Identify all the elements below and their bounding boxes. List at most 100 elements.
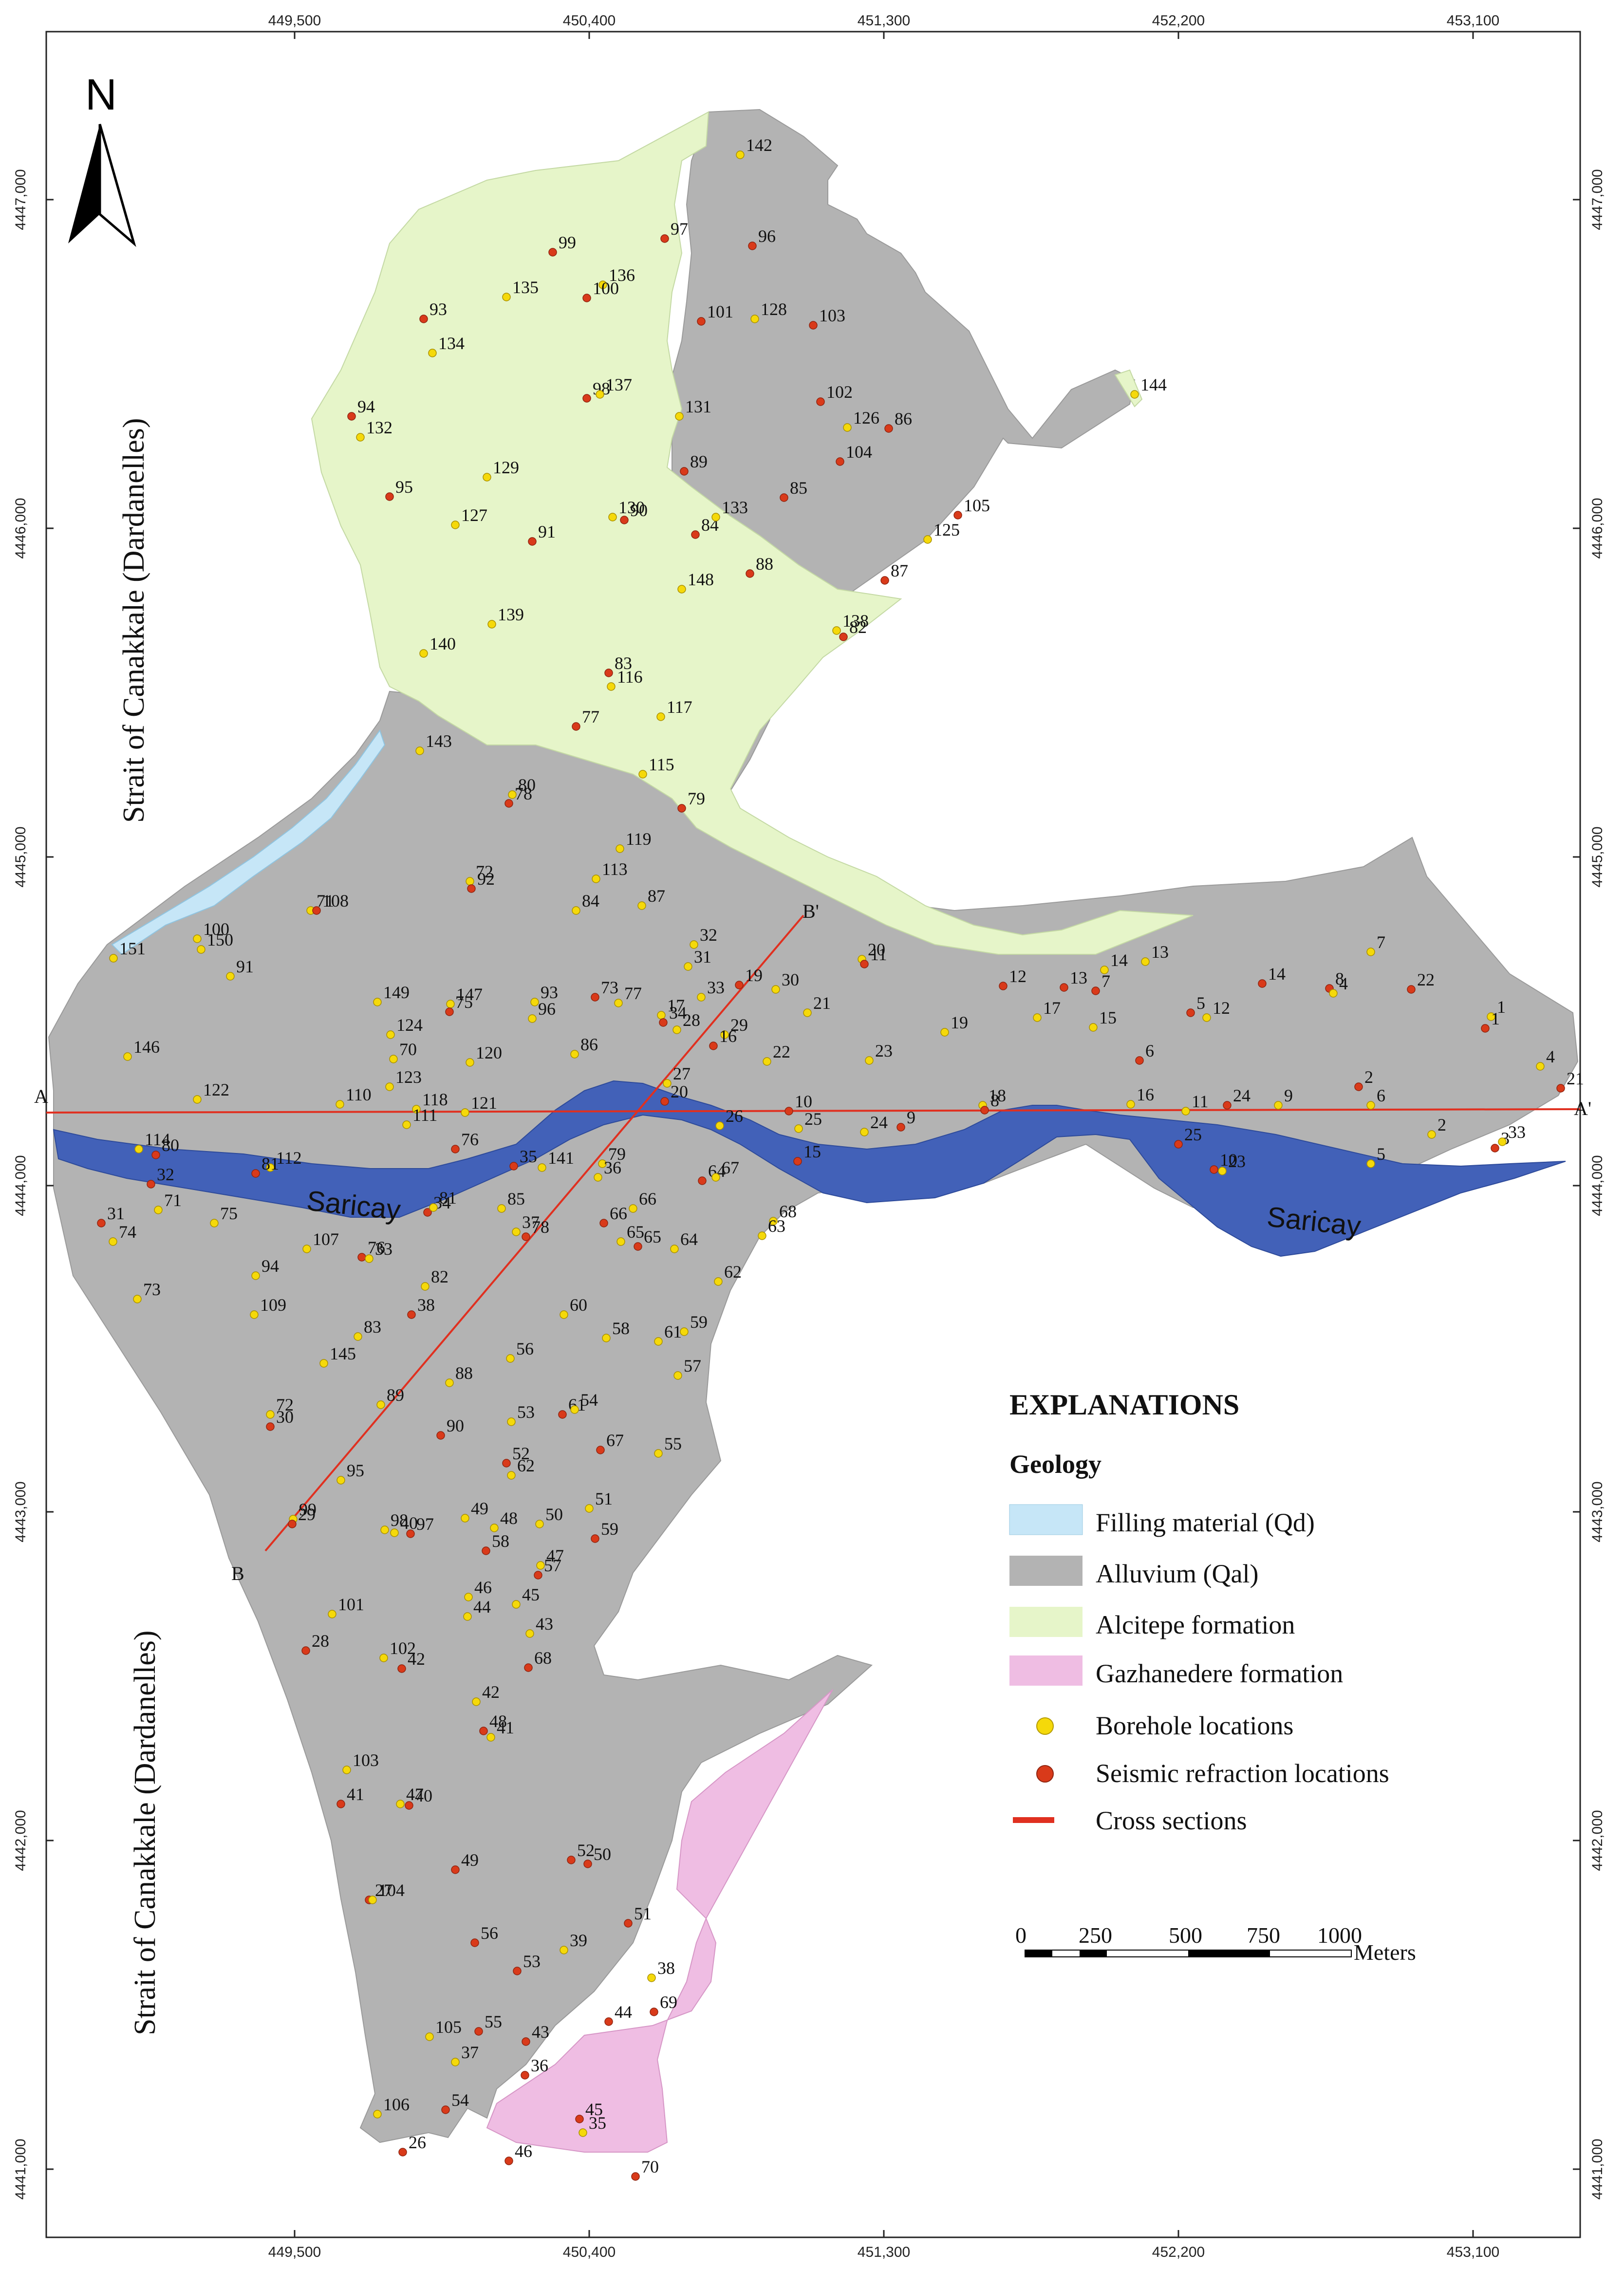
seismic-marker[interactable]: [1186, 1008, 1195, 1017]
borehole-marker[interactable]: [1329, 989, 1338, 998]
borehole-marker[interactable]: [415, 746, 424, 755]
seismic-marker[interactable]: [575, 2115, 584, 2123]
borehole-marker[interactable]: [1274, 1101, 1283, 1110]
seismic-marker[interactable]: [953, 511, 962, 520]
borehole-marker[interactable]: [266, 1163, 275, 1172]
seismic-marker[interactable]: [780, 493, 788, 502]
borehole-marker[interactable]: [769, 1217, 778, 1226]
borehole-marker[interactable]: [594, 1173, 602, 1182]
borehole-marker[interactable]: [385, 1082, 394, 1091]
seismic-marker[interactable]: [288, 1520, 297, 1528]
borehole-marker[interactable]: [680, 1327, 689, 1336]
filling-material-polygon[interactable]: [111, 729, 386, 955]
borehole-marker[interactable]: [1366, 948, 1375, 956]
borehole-marker[interactable]: [570, 1405, 579, 1414]
borehole-marker[interactable]: [483, 473, 491, 482]
borehole-marker[interactable]: [1126, 1100, 1135, 1109]
seismic-marker[interactable]: [482, 1546, 490, 1555]
borehole-marker[interactable]: [389, 1055, 398, 1063]
seismic-marker[interactable]: [604, 2017, 613, 2026]
borehole-marker[interactable]: [736, 150, 745, 159]
seismic-marker[interactable]: [1060, 983, 1068, 992]
borehole-marker[interactable]: [714, 1277, 723, 1286]
borehole-marker[interactable]: [512, 1600, 521, 1609]
section-line-a-a-prime[interactable]: [46, 1108, 1581, 1114]
seismic-marker[interactable]: [634, 1242, 642, 1251]
borehole-marker[interactable]: [373, 2110, 382, 2119]
seismic-marker[interactable]: [522, 1232, 530, 1241]
seismic-marker[interactable]: [406, 1529, 415, 1538]
borehole-marker[interactable]: [507, 1471, 516, 1480]
seismic-marker[interactable]: [524, 1663, 533, 1672]
borehole-marker[interactable]: [585, 1504, 594, 1513]
borehole-marker[interactable]: [1487, 1012, 1495, 1021]
borehole-marker[interactable]: [508, 790, 517, 799]
borehole-marker[interactable]: [560, 1310, 568, 1319]
borehole-marker[interactable]: [342, 1766, 351, 1774]
seismic-marker[interactable]: [1091, 986, 1100, 995]
seismic-marker[interactable]: [151, 1151, 160, 1159]
seismic-marker[interactable]: [407, 1310, 416, 1319]
borehole-marker[interactable]: [803, 1008, 812, 1017]
borehole-marker[interactable]: [472, 1697, 481, 1706]
borehole-marker[interactable]: [758, 1231, 766, 1240]
borehole-marker[interactable]: [616, 1237, 625, 1246]
seismic-marker[interactable]: [97, 1219, 106, 1227]
seismic-marker[interactable]: [347, 412, 356, 421]
borehole-marker[interactable]: [535, 1520, 544, 1528]
seismic-marker[interactable]: [385, 492, 394, 501]
borehole-marker[interactable]: [386, 1030, 395, 1039]
borehole-marker[interactable]: [536, 1561, 545, 1570]
borehole-marker[interactable]: [616, 844, 624, 853]
seismic-marker[interactable]: [896, 1123, 905, 1132]
seismic-marker[interactable]: [451, 1865, 460, 1874]
borehole-marker[interactable]: [319, 1359, 328, 1368]
seismic-marker[interactable]: [691, 530, 700, 539]
borehole-marker[interactable]: [663, 1079, 672, 1088]
seismic-marker[interactable]: [582, 294, 591, 302]
borehole-marker[interactable]: [251, 1271, 260, 1280]
borehole-marker[interactable]: [451, 521, 460, 529]
borehole-marker[interactable]: [109, 1237, 117, 1246]
borehole-marker[interactable]: [421, 1282, 429, 1291]
seismic-marker[interactable]: [445, 1007, 454, 1016]
seismic-marker[interactable]: [620, 516, 629, 524]
seismic-marker[interactable]: [604, 669, 613, 677]
gazhanedere-polygon[interactable]: [486, 1689, 833, 2153]
seismic-marker[interactable]: [1174, 1140, 1183, 1149]
borehole-marker[interactable]: [673, 1371, 682, 1380]
seismic-marker[interactable]: [357, 1253, 366, 1262]
borehole-marker[interactable]: [445, 1378, 454, 1387]
seismic-marker[interactable]: [793, 1157, 802, 1166]
seismic-marker[interactable]: [1407, 985, 1416, 994]
borehole-marker[interactable]: [446, 1000, 455, 1008]
seismic-marker[interactable]: [423, 1208, 432, 1217]
seismic-marker[interactable]: [631, 2172, 640, 2181]
borehole-marker[interactable]: [1089, 1023, 1098, 1032]
seismic-marker[interactable]: [251, 1169, 260, 1178]
seismic-marker[interactable]: [470, 1938, 479, 1947]
borehole-marker[interactable]: [412, 1105, 421, 1114]
seismic-marker[interactable]: [147, 1180, 155, 1189]
borehole-marker[interactable]: [356, 433, 365, 442]
seismic-marker[interactable]: [301, 1646, 310, 1655]
seismic-marker[interactable]: [591, 993, 599, 1002]
borehole-marker[interactable]: [647, 1973, 656, 1982]
seismic-marker[interactable]: [336, 1800, 345, 1808]
borehole-marker[interactable]: [428, 349, 437, 357]
section-line-b-b-prime[interactable]: [264, 914, 804, 1552]
borehole-marker[interactable]: [690, 940, 698, 949]
borehole-marker[interactable]: [429, 1203, 438, 1212]
seismic-marker[interactable]: [1491, 1144, 1499, 1153]
seismic-marker[interactable]: [809, 321, 818, 330]
seismic-marker[interactable]: [735, 981, 744, 989]
seismic-marker[interactable]: [558, 1410, 567, 1419]
borehole-marker[interactable]: [672, 1025, 681, 1034]
borehole-marker[interactable]: [592, 874, 600, 883]
borehole-marker[interactable]: [419, 649, 428, 658]
borehole-marker[interactable]: [1218, 1167, 1227, 1175]
seismic-marker[interactable]: [784, 1107, 793, 1116]
borehole-marker[interactable]: [1427, 1130, 1436, 1139]
seismic-marker[interactable]: [1135, 1056, 1144, 1065]
borehole-marker[interactable]: [1130, 390, 1139, 399]
